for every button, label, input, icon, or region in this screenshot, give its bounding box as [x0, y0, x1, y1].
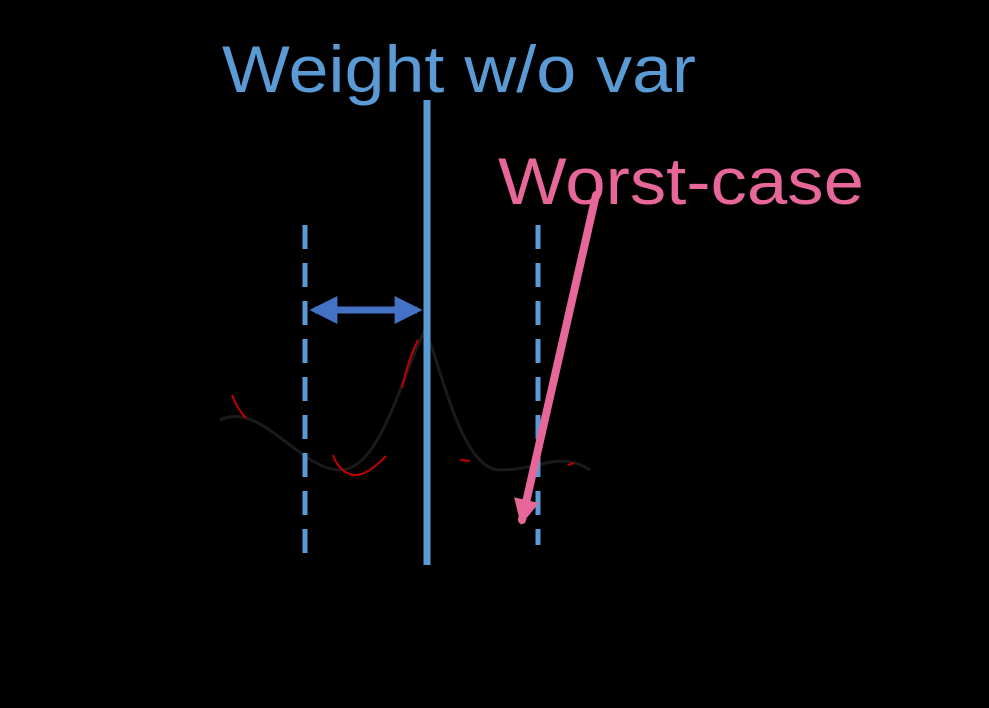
curve-fragment-valley: [332, 454, 387, 476]
curve-fragment-peak: [401, 339, 419, 389]
nominal-weight-label: Weight w/o var: [222, 32, 696, 106]
worst-case-arrow: [514, 191, 600, 525]
curve-fragment-right-2: [567, 462, 575, 466]
curve-fragment-right-1: [459, 459, 471, 462]
worst-case-label: Worst-case: [498, 144, 864, 218]
curve-fragment-left: [231, 394, 247, 419]
